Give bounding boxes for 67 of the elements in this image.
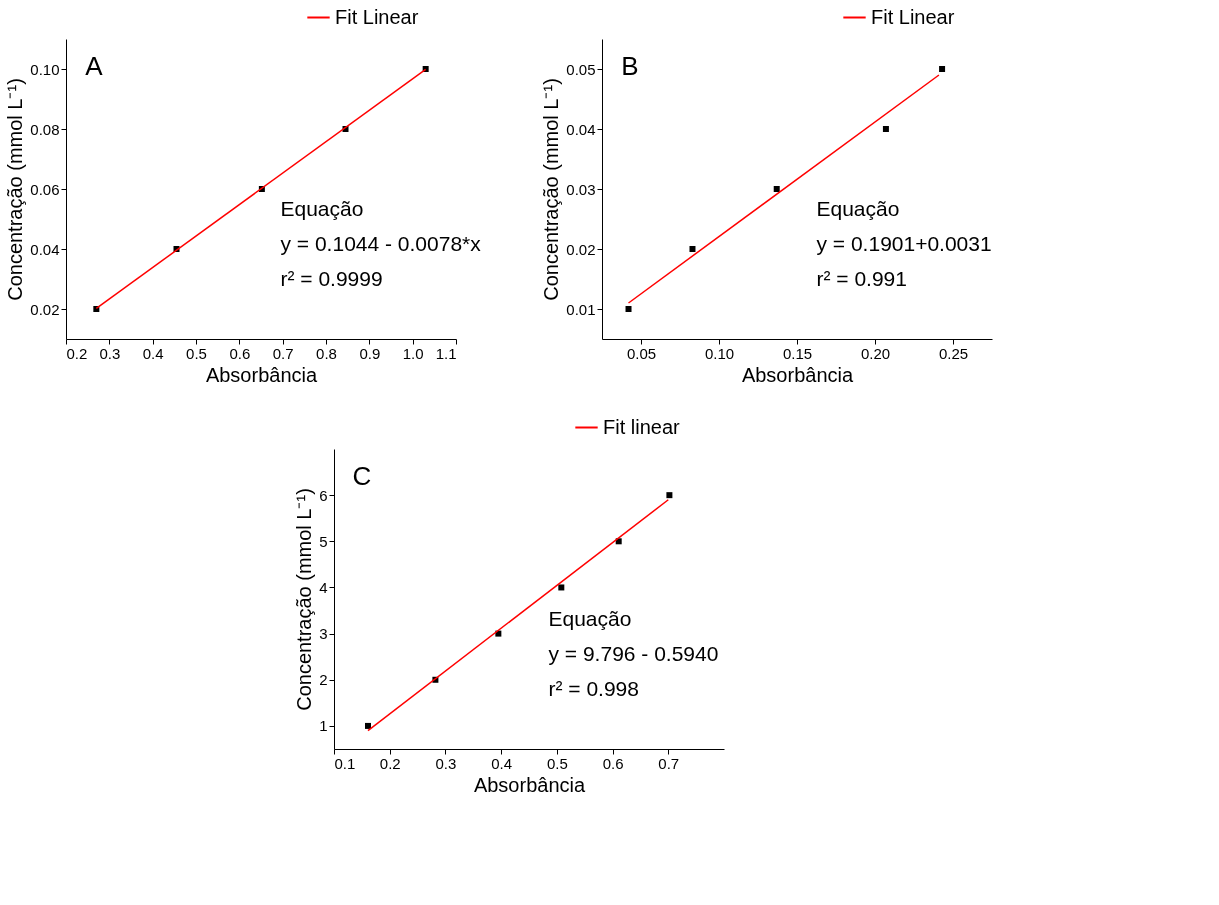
y-axis-title: Concentração (mmol L⁻¹)	[4, 78, 27, 301]
point	[558, 584, 565, 591]
annotation: B	[621, 51, 639, 81]
x-axis-title: Absorbância	[205, 363, 318, 386]
y-tick-label: 0.01	[566, 300, 596, 318]
x-tick-label: 0.05	[626, 344, 657, 362]
x-tick-label: 1.1	[435, 344, 457, 362]
x-tick-label: 0.4	[491, 754, 513, 772]
y-tick-label: 6	[319, 486, 328, 504]
x-tick-label: 0.2	[66, 344, 88, 362]
legend-label: Fit Linear	[871, 5, 955, 28]
annotation: Equação	[548, 607, 632, 630]
point	[625, 306, 632, 312]
x-tick-label: 0.6	[229, 344, 251, 362]
x-tick-label: 0.5	[546, 754, 568, 772]
x-tick-label: 0.9	[359, 344, 381, 362]
y-tick-label: 5	[319, 532, 328, 550]
y-tick-label: 0.08	[30, 120, 60, 138]
annotation: r² = 0.998	[548, 677, 639, 700]
annotation: y = 0.1901+0.0031	[816, 232, 992, 255]
x-tick-label: 0.7	[272, 344, 294, 362]
y-axis-title: Concentração (mmol L⁻¹)	[540, 78, 563, 301]
x-tick-label: 0.20	[860, 344, 891, 362]
x-tick-label: 0.4	[142, 344, 164, 362]
y-tick-label: 0.03	[566, 180, 596, 198]
point	[689, 246, 696, 252]
point	[364, 722, 371, 729]
x-tick-label: 0.3	[99, 344, 121, 362]
point	[666, 492, 673, 499]
x-tick-label: 0.6	[602, 754, 624, 772]
point	[773, 186, 780, 192]
y-tick-label: 0.02	[566, 240, 596, 258]
x-tick-label: 0.25	[938, 344, 969, 362]
point	[882, 126, 889, 132]
legend-label: Fit Linear	[335, 5, 419, 28]
y-tick-label: 2	[319, 671, 328, 689]
annotation: r² = 0.991	[816, 267, 907, 290]
annotation: C	[352, 461, 372, 491]
x-tick-label: 0.7	[658, 754, 680, 772]
x-tick-label: 1.0	[402, 344, 424, 362]
legend-label: Fit linear	[603, 415, 681, 438]
y-tick-label: 3	[319, 625, 328, 643]
y-tick-label: 0.06	[30, 180, 60, 198]
annotation: A	[85, 51, 104, 81]
x-axis-title: Absorbância	[741, 363, 854, 386]
y-tick-label: 0.05	[566, 60, 596, 78]
y-tick-label: 0.04	[566, 120, 596, 138]
point	[939, 66, 946, 72]
x-tick-label: 0.2	[379, 754, 401, 772]
annotation: y = 9.796 - 0.5940	[548, 642, 719, 665]
x-tick-label: 0.10	[704, 344, 735, 362]
annotation: r² = 0.9999	[280, 267, 383, 290]
y-tick-label: 1	[319, 717, 328, 735]
y-tick-label: 0.10	[30, 60, 60, 78]
x-tick-label: 0.8	[316, 344, 337, 362]
x-tick-label: 0.1	[334, 754, 356, 772]
x-axis-title: Absorbância	[473, 773, 586, 796]
x-tick-label: 0.5	[186, 344, 207, 362]
y-tick-label: 0.02	[30, 300, 60, 318]
y-axis-title: Concentração (mmol L⁻¹)	[293, 488, 316, 711]
annotation: Equação	[280, 197, 364, 220]
y-tick-label: 0.04	[30, 240, 60, 258]
y-tick-label: 4	[319, 578, 328, 596]
annotation: y = 0.1044 - 0.0078*x	[280, 232, 482, 255]
annotation: Equação	[816, 197, 900, 220]
x-tick-label: 0.3	[435, 754, 457, 772]
x-tick-label: 0.15	[782, 344, 813, 362]
